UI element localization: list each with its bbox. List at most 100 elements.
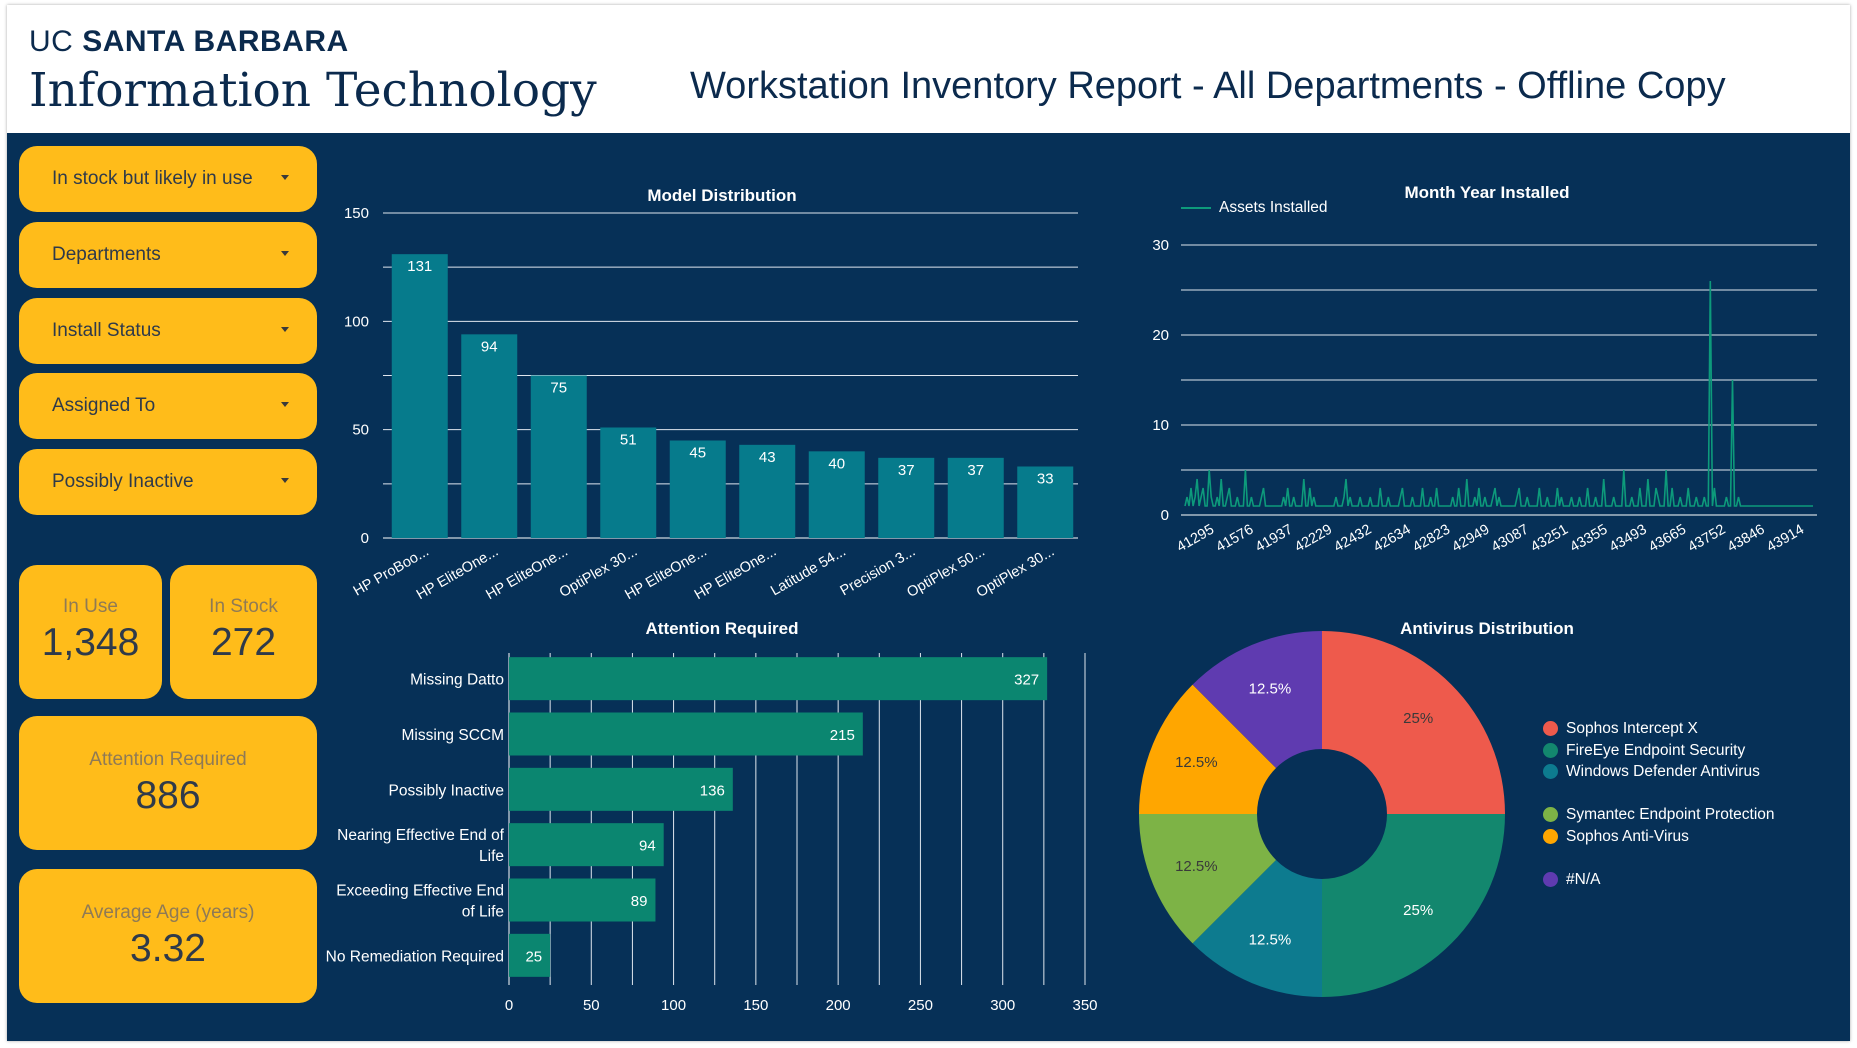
legend-color-dot bbox=[1543, 807, 1558, 822]
filter-label: Possibly Inactive bbox=[52, 471, 194, 492]
attention-category-label: Missing SCCM bbox=[402, 727, 504, 744]
installed-x-tick-label: 42823 bbox=[1410, 522, 1453, 556]
filter-assigned-to[interactable]: Assigned To bbox=[19, 373, 317, 439]
brand-logo-text: UC SANTA BARBARA bbox=[29, 25, 349, 59]
legend-assets-installed: Assets Installed bbox=[1219, 199, 1328, 216]
legend-color-dot bbox=[1543, 721, 1558, 736]
installed-y-tick-label: 20 bbox=[1152, 327, 1169, 344]
model-bar-data-label: 37 bbox=[967, 462, 984, 479]
model-bar bbox=[669, 440, 726, 538]
attention-x-tick-label: 50 bbox=[583, 997, 600, 1014]
antivirus-slice bbox=[1139, 684, 1277, 814]
kpi-label: Attention Required bbox=[89, 749, 247, 770]
antivirus-slice-label: 12.5% bbox=[1175, 754, 1218, 771]
chart-title-attention: Attention Required bbox=[645, 619, 799, 638]
installed-y-tick-label: 30 bbox=[1152, 237, 1169, 254]
model-bar bbox=[1017, 466, 1074, 538]
kpi-label: In Stock bbox=[209, 596, 278, 617]
antivirus-legend-item: FireEye Endpoint Security bbox=[1543, 740, 1796, 761]
antivirus-slice bbox=[1322, 631, 1505, 814]
dropdown-caret-icon bbox=[281, 175, 289, 180]
attention-x-tick-label: 350 bbox=[1072, 997, 1097, 1014]
installed-series-line bbox=[1184, 280, 1813, 507]
attention-bar bbox=[509, 823, 664, 867]
antivirus-slice-label: 12.5% bbox=[1249, 680, 1292, 697]
kpi-average-age: Average Age (years) 3.32 bbox=[19, 869, 317, 1003]
model-bar bbox=[530, 375, 587, 538]
model-bar-data-label: 51 bbox=[620, 432, 637, 449]
report-title: Workstation Inventory Report - All Depar… bbox=[690, 65, 1726, 107]
antivirus-slice-label: 25% bbox=[1403, 710, 1433, 727]
model-bar-data-label: 37 bbox=[898, 462, 915, 479]
installed-x-tick-label: 42432 bbox=[1331, 522, 1374, 556]
filter-in-stock-likely-in-use[interactable]: In stock but likely in use bbox=[19, 146, 317, 212]
kpi-value: 886 bbox=[135, 774, 201, 817]
filter-label: Install Status bbox=[52, 320, 161, 341]
brand-uc: UC bbox=[29, 25, 74, 58]
attention-bar bbox=[509, 712, 863, 756]
model-x-tick-label: OptiPlex 30... bbox=[974, 544, 1057, 601]
dropdown-caret-icon bbox=[281, 327, 289, 332]
filter-possibly-inactive[interactable]: Possibly Inactive bbox=[19, 449, 317, 515]
brand-subtitle: Information Technology bbox=[29, 63, 597, 118]
attention-category-label: No Remediation Required bbox=[326, 948, 504, 965]
attention-bar-data-label: 136 bbox=[700, 782, 725, 799]
attention-bar-data-label: 94 bbox=[639, 838, 656, 855]
attention-bar-data-label: 215 bbox=[830, 727, 855, 744]
legend-label: #N/A bbox=[1566, 870, 1601, 888]
attention-x-tick-label: 300 bbox=[990, 997, 1015, 1014]
dashboard-panel: In stock but likely in use Departments I… bbox=[7, 133, 1850, 1041]
dropdown-caret-icon bbox=[281, 251, 289, 256]
attention-bar-data-label: 25 bbox=[525, 948, 542, 965]
installed-x-tick-label: 43914 bbox=[1764, 522, 1807, 556]
antivirus-slice bbox=[1322, 814, 1505, 997]
model-bar bbox=[461, 334, 518, 538]
attention-bar bbox=[509, 878, 656, 922]
filter-departments[interactable]: Departments bbox=[19, 222, 317, 288]
model-bar-data-label: 75 bbox=[550, 380, 567, 397]
report-header: UC SANTA BARBARA Information Technology … bbox=[7, 5, 1850, 133]
model-y-tick-label: 150 bbox=[344, 205, 369, 222]
installed-x-tick-label: 43355 bbox=[1567, 522, 1610, 556]
legend-color-dot bbox=[1543, 764, 1558, 779]
filter-label: Assigned To bbox=[52, 395, 156, 416]
filter-install-status[interactable]: Install Status bbox=[19, 298, 317, 364]
legend-label: Windows Defender Antivirus bbox=[1566, 763, 1760, 780]
model-bar-data-label: 45 bbox=[689, 445, 706, 462]
installed-x-tick-label: 43752 bbox=[1685, 522, 1728, 556]
model-x-tick-label: OptiPlex 50... bbox=[904, 544, 987, 601]
brand-santa-barbara: SANTA BARBARA bbox=[82, 25, 349, 58]
installed-y-tick-label: 0 bbox=[1161, 507, 1169, 524]
kpi-in-stock: In Stock 272 bbox=[170, 565, 317, 699]
legend-color-dot bbox=[1543, 871, 1558, 887]
attention-category-label: Nearing Effective End of bbox=[337, 827, 505, 844]
chart-title-model: Model Distribution bbox=[647, 186, 797, 205]
attention-x-tick-label: 100 bbox=[661, 997, 686, 1014]
legend-line-swatch bbox=[1181, 207, 1211, 209]
attention-bar-data-label: 327 bbox=[1014, 672, 1039, 689]
model-bar-data-label: 33 bbox=[1037, 471, 1054, 488]
kpi-attention-required: Attention Required 886 bbox=[19, 716, 317, 850]
model-bar bbox=[808, 451, 865, 538]
antivirus-legend-item: Symantec Endpoint Protection bbox=[1543, 804, 1796, 825]
antivirus-slice bbox=[1139, 814, 1277, 944]
attention-bar bbox=[509, 657, 1048, 701]
model-bar-data-label: 43 bbox=[759, 449, 776, 466]
legend-color-dot bbox=[1543, 742, 1558, 758]
installed-x-tick-label: 41576 bbox=[1213, 522, 1256, 556]
dropdown-caret-icon bbox=[281, 478, 289, 483]
model-bar bbox=[600, 427, 657, 538]
chart-title-installed: Month Year Installed bbox=[1404, 183, 1570, 202]
antivirus-legend-item: #N/A bbox=[1543, 869, 1796, 890]
installed-x-tick-label: 42634 bbox=[1371, 522, 1414, 556]
model-x-tick-label: Latitude 54... bbox=[768, 544, 849, 600]
attention-x-tick-label: 200 bbox=[826, 997, 851, 1014]
antivirus-slice-label: 12.5% bbox=[1249, 932, 1292, 949]
attention-category-label: of Life bbox=[462, 904, 504, 921]
attention-x-tick-label: 150 bbox=[743, 997, 768, 1014]
filter-label: In stock but likely in use bbox=[52, 168, 253, 189]
antivirus-slice bbox=[1192, 631, 1322, 769]
attention-bar-data-label: 89 bbox=[631, 893, 648, 910]
installed-y-tick-label: 10 bbox=[1152, 417, 1169, 434]
model-bar bbox=[391, 254, 448, 538]
